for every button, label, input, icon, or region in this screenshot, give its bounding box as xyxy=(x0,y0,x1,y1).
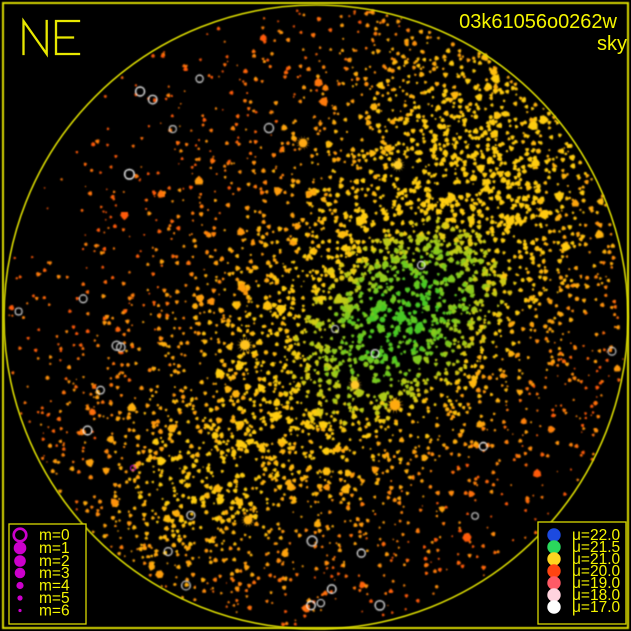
svg-text:μ=17.0: μ=17.0 xyxy=(572,599,621,616)
svg-text:03k61056o0262w: 03k61056o0262w xyxy=(459,11,617,33)
svg-text:m=6: m=6 xyxy=(39,603,70,620)
svg-text:sky: sky xyxy=(597,33,627,55)
